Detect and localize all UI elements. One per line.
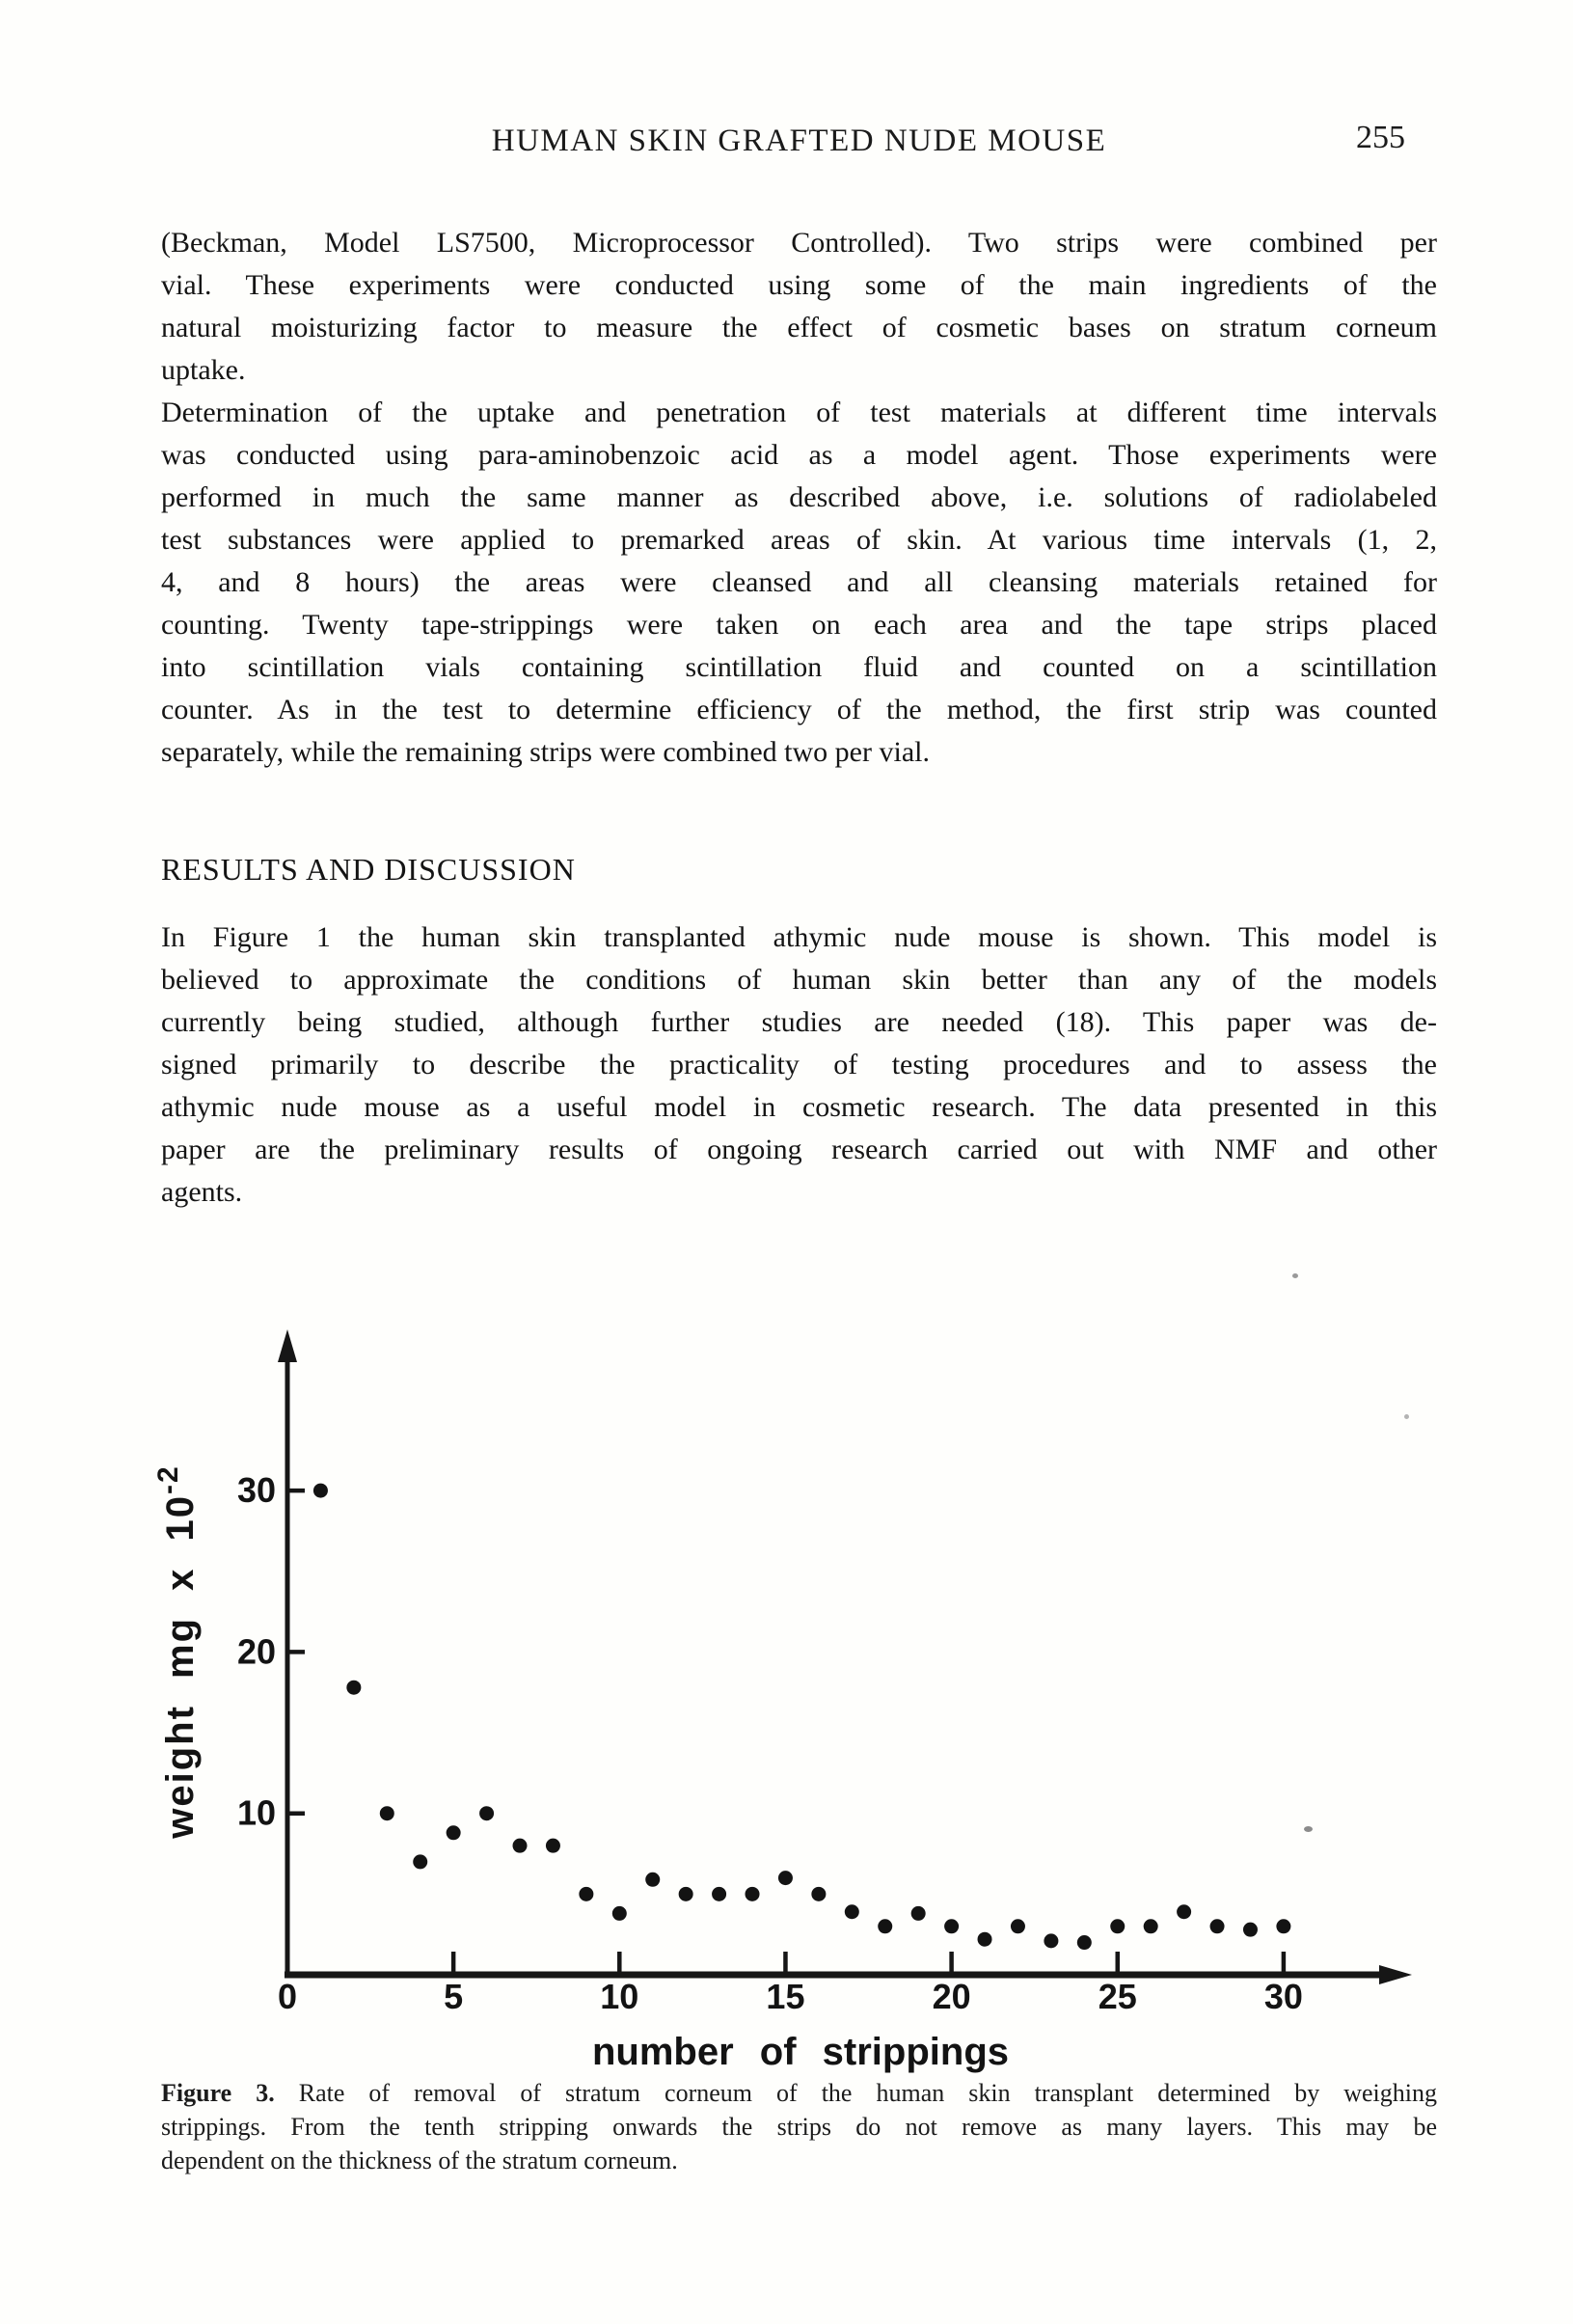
- data-point: [479, 1806, 495, 1821]
- text-line: counting. Twenty tape-strippings were ta…: [161, 609, 1437, 641]
- y-tick-label: 10: [237, 1793, 276, 1833]
- text-line: was conducted using para-aminobenzoic ac…: [161, 439, 1437, 471]
- plot-dynamic: 10 20 30 0 5 10 15 20 25 30: [237, 1470, 1303, 2016]
- data-point: [910, 1905, 926, 1921]
- figure-caption: Figure 3. Rate of removal of stratum cor…: [161, 2076, 1437, 2177]
- data-point: [1076, 1935, 1092, 1951]
- data-point: [312, 1483, 328, 1498]
- paragraph-1: (Beckman, Model LS7500, Microprocessor C…: [161, 222, 1437, 392]
- body-text: (Beckman, Model LS7500, Microprocessor C…: [161, 222, 1437, 1214]
- data-point: [844, 1904, 859, 1920]
- paragraph-2: Determination of the uptake and penetrat…: [161, 392, 1437, 774]
- caption-label: Figure 3.: [161, 2079, 275, 2107]
- text-line: signed primarily to describe the practic…: [161, 1049, 1437, 1080]
- data-point: [545, 1838, 560, 1853]
- x-tick-label: 25: [1098, 1977, 1137, 2016]
- text-line: 4, and 8 hours) the areas were cleansed …: [161, 566, 1437, 598]
- y-axis-arrow-icon: [278, 1329, 297, 1362]
- caption-line: Figure 3. Rate of removal of stratum cor…: [161, 2076, 1437, 2110]
- text-line: performed in much the same manner as des…: [161, 481, 1437, 513]
- text-line: agents.: [161, 1176, 243, 1208]
- data-point: [1110, 1919, 1126, 1934]
- data-point: [579, 1886, 594, 1901]
- text-line: separately, while the remaining strips w…: [161, 736, 930, 768]
- section-heading: RESULTS AND DISCUSSION: [161, 852, 576, 887]
- data-point: [645, 1872, 661, 1887]
- data-point: [446, 1825, 461, 1841]
- data-point: [1143, 1919, 1158, 1934]
- figure3-plot: 10 20 30 0 5 10 15 20 25 30 weight mg x 10-2 numb…: [152, 1329, 1412, 2073]
- text-line: Determination of the uptake and penetrat…: [161, 396, 1437, 428]
- x-tick-label: 15: [766, 1977, 804, 2016]
- data-point: [1242, 1922, 1258, 1937]
- scan-speck: [1292, 1273, 1298, 1278]
- data-point: [1276, 1919, 1291, 1934]
- text-line: counter. As in the test to determine eff…: [161, 694, 1437, 725]
- text-line: paper are the preliminary results of ong…: [161, 1134, 1437, 1165]
- data-point: [944, 1919, 960, 1934]
- page-number: 255: [1356, 120, 1405, 155]
- caption-text: Rate of removal of stratum corneum of th…: [298, 2079, 1437, 2107]
- y-tick-label: 30: [237, 1470, 276, 1510]
- data-point: [878, 1919, 893, 1934]
- data-point: [413, 1854, 428, 1870]
- text-line: athymic nude mouse as a useful model in …: [161, 1091, 1437, 1123]
- text-line: currently being studied, although furthe…: [161, 1006, 1437, 1038]
- data-point: [777, 1871, 793, 1886]
- y-axis-label: weight mg x 10-2: [152, 1464, 202, 1839]
- x-tick-label: 5: [444, 1977, 463, 2016]
- text-line: natural moisturizing factor to measure t…: [161, 312, 1437, 343]
- text-line: believed to approximate the conditions o…: [161, 964, 1437, 996]
- text-line: uptake.: [161, 354, 246, 386]
- x-tick-label: 30: [1264, 1977, 1303, 2016]
- x-axis-arrow-icon: [1379, 1965, 1412, 1984]
- text-line: into scintillation vials containing scin…: [161, 651, 1437, 683]
- data-point: [379, 1806, 394, 1821]
- data-point: [1177, 1904, 1192, 1920]
- scan-speck: [1304, 1826, 1313, 1832]
- data-point: [678, 1886, 693, 1901]
- data-point: [712, 1886, 727, 1901]
- scan-speck: [1404, 1414, 1409, 1419]
- text-line: test substances were applied to premarke…: [161, 524, 1437, 556]
- x-axis-label: number of strippings: [592, 2031, 1009, 2073]
- data-point: [1044, 1933, 1059, 1949]
- data-point: [346, 1680, 362, 1695]
- data-point: [611, 1905, 627, 1921]
- y-tick-label: 20: [237, 1631, 276, 1671]
- x-tick-label: 20: [933, 1977, 971, 2016]
- paragraph-3: In Figure 1 the human skin transplanted …: [161, 916, 1437, 1214]
- text-line: (Beckman, Model LS7500, Microprocessor C…: [161, 227, 1437, 259]
- x-tick-label: 0: [278, 1977, 297, 2016]
- data-point: [1209, 1919, 1225, 1934]
- page-title: HUMAN SKIN GRAFTED NUDE MOUSE: [491, 123, 1107, 158]
- text-line: vial. These experiments were conducted u…: [161, 269, 1437, 301]
- text-line: In Figure 1 the human skin transplanted …: [161, 921, 1437, 953]
- data-point: [977, 1931, 992, 1947]
- data-point: [1010, 1919, 1025, 1934]
- data-point: [512, 1838, 528, 1853]
- caption-line: strippings. From the tenth stripping onw…: [161, 2113, 1437, 2141]
- data-point: [745, 1886, 760, 1901]
- x-tick-label: 10: [600, 1977, 638, 2016]
- data-point: [811, 1886, 827, 1901]
- caption-line: dependent on the thickness of the stratu…: [161, 2146, 678, 2174]
